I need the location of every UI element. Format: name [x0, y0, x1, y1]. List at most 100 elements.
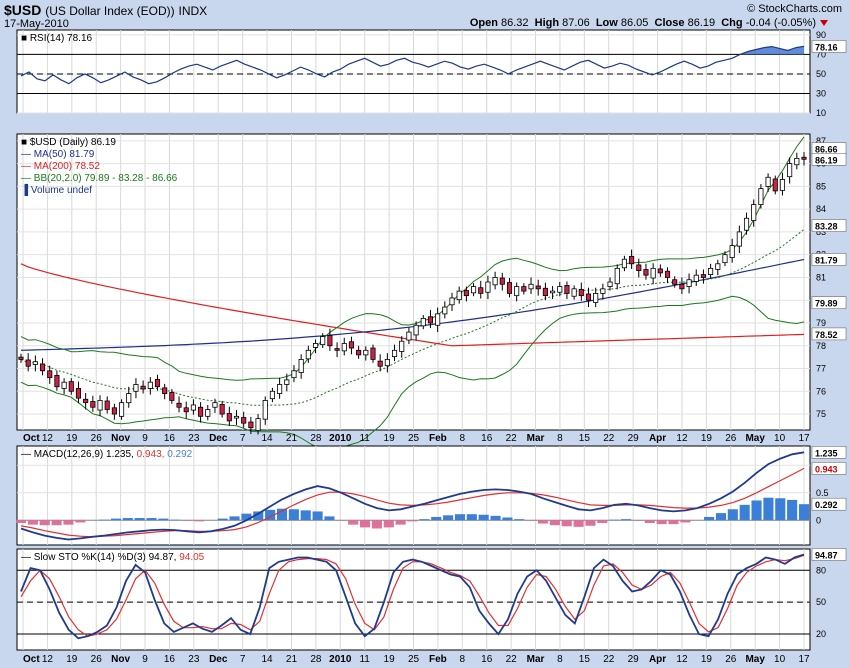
candle-body	[327, 335, 333, 347]
candle-body	[320, 336, 326, 346]
candle-body	[133, 384, 139, 392]
price-x-axis-label: 12	[676, 433, 688, 444]
candle-body	[449, 297, 455, 306]
sto-x-axis-label: 7	[240, 654, 246, 665]
candle-body	[722, 254, 728, 264]
price-x-axis-label: 21	[286, 433, 298, 444]
bb-middle-line	[20, 229, 805, 406]
candle-body	[751, 204, 757, 221]
macd-histogram-bar	[704, 516, 715, 521]
candle-body	[248, 421, 254, 429]
macd-histogram-bar	[644, 520, 655, 523]
price-x-axis-label: 22	[506, 433, 518, 444]
sto-ytick-label: 80	[816, 565, 826, 575]
candle-body	[111, 407, 117, 415]
candle-body	[693, 274, 699, 282]
price-x-axis-label: 9	[142, 433, 148, 444]
candle-body	[83, 398, 89, 404]
candle-body	[779, 179, 786, 191]
candle-body	[535, 285, 541, 290]
macd-histogram-bar	[502, 517, 513, 521]
sto-x-axis-label: 19	[701, 654, 713, 665]
close-last-tag-label: 86.19	[815, 155, 838, 165]
candle-body	[32, 361, 38, 365]
high-value: 87.06	[562, 17, 590, 29]
price-ytick-label: 76	[816, 386, 826, 396]
candle-body	[729, 245, 735, 258]
sto-d-line	[20, 554, 805, 637]
sto-legend: — Slow STO %K(14) %D(3) 94.87, 94.05	[21, 552, 205, 563]
sto-x-axis-label: 16	[481, 654, 493, 665]
price-x-axis-label: 26	[725, 433, 737, 444]
quote-line: Open 86.32 High 87.06 Low 86.05 Close 86…	[470, 17, 816, 29]
down-arrow-icon	[820, 20, 828, 26]
low-value: 86.05	[620, 17, 649, 29]
candle-body	[593, 292, 599, 303]
price-ytick-label: 78	[816, 341, 826, 351]
candle-body	[391, 349, 398, 357]
sto-x-axis-label: 9	[142, 654, 148, 665]
rsi-line	[20, 45, 805, 85]
macd-histogram-bar	[715, 513, 726, 521]
candle-body	[233, 415, 240, 419]
copyright: © StockCharts.com	[747, 3, 842, 15]
macd-histogram-bar	[632, 520, 643, 521]
candle-body	[629, 255, 635, 265]
price-x-axis-label: 23	[188, 433, 200, 444]
macd-histogram-bar	[431, 516, 442, 521]
candle-body	[542, 287, 548, 297]
macd-last-tag-label: 1.235	[815, 448, 838, 458]
sto-x-axis-label: 22	[603, 654, 615, 665]
price-x-axis-label: Oct	[23, 433, 40, 444]
macd-histogram-bar	[419, 519, 430, 521]
bb-mid-last-tag	[811, 219, 847, 232]
candle-body	[176, 402, 182, 408]
macd-histogram-bar	[265, 509, 276, 521]
candle-body	[90, 401, 96, 408]
macd-histogram-bar	[63, 520, 74, 525]
macd-histogram-bar	[763, 497, 774, 521]
sto-x-axis-label: 29	[628, 654, 640, 665]
sto-x-axis-label: May	[745, 654, 765, 665]
macd-histogram-bar	[514, 519, 525, 521]
volume-legend: ▐ Volume undef	[21, 183, 92, 197]
candle-body	[471, 286, 477, 294]
price-x-axis-label: 19	[66, 433, 78, 444]
ma200-last-tag	[811, 327, 847, 341]
candle-body	[657, 268, 663, 274]
candle-body	[758, 188, 764, 205]
candle-body	[348, 341, 354, 349]
ma50-last-tag-label: 81.79	[815, 255, 838, 265]
candle-body	[514, 286, 520, 297]
candle-body	[672, 279, 678, 285]
sto-x-axis-label: 19	[66, 654, 78, 665]
macd-histogram-bar	[478, 514, 489, 521]
macd-histogram-bar	[253, 511, 264, 521]
candle-body	[363, 349, 369, 356]
candle-body	[578, 288, 584, 297]
rsi-last-tag-label: 78.16	[815, 42, 838, 52]
sto-x-axis-label: 10	[774, 654, 786, 665]
chg-label: Chg	[721, 17, 743, 29]
open-value: 86.32	[501, 17, 529, 29]
candle-body	[765, 176, 771, 187]
candle-body	[435, 313, 441, 326]
candle-body	[277, 384, 283, 394]
candle-body	[39, 363, 46, 372]
candle-body	[18, 356, 24, 360]
macd-histogram-bar	[656, 520, 667, 525]
macd-histogram-bar	[751, 500, 762, 521]
price-x-axis-label: 10	[774, 433, 786, 444]
sto-x-axis-label: 14	[262, 654, 274, 665]
candle-body	[140, 385, 146, 390]
price-ytick-label: 85	[816, 181, 826, 191]
price-x-axis-label: 26	[91, 433, 103, 444]
candle-body	[291, 370, 297, 379]
sto-x-axis-label: 21	[286, 654, 298, 665]
macd-histogram-bar	[526, 520, 537, 521]
sto-last-tag-label: 94.87	[815, 550, 838, 560]
sto-ytick-label: 50	[816, 597, 826, 607]
candle-body	[25, 359, 31, 367]
macd-histogram-bar	[727, 509, 738, 521]
sto-x-axis-label: Mar	[527, 654, 545, 665]
